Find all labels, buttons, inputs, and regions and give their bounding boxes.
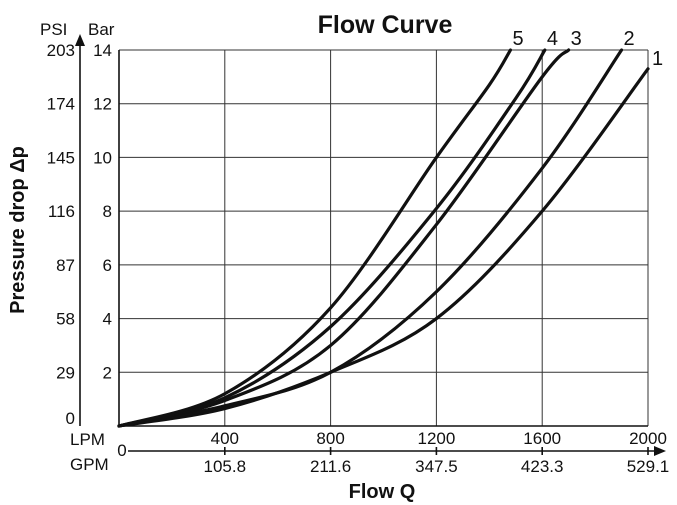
x-tick-lpm-5: 2000 xyxy=(629,429,667,448)
series-labels: 12 34 5 xyxy=(512,28,663,70)
x-tick-lpm-2: 800 xyxy=(316,429,344,448)
x-tick-lpm-1: 400 xyxy=(211,429,239,448)
y-unit-bar: Bar xyxy=(88,20,115,39)
series-line-5 xyxy=(117,48,513,428)
x-tick-labels: 0 400 105.8 800 211.6 1200 347.5 1600 423.3 2000 5… xyxy=(117,429,669,476)
series-label-5: 5 xyxy=(512,28,523,50)
series-label-3: 3 xyxy=(571,28,582,50)
y-tick-psi-2: 58 xyxy=(56,310,75,329)
y-tick-psi-4: 116 xyxy=(48,202,75,221)
chart-title: Flow Curve xyxy=(318,11,453,39)
series-line-2 xyxy=(117,48,624,428)
y-tick-bar-2: 4 xyxy=(103,310,112,329)
x-tick-gpm-1: 105.8 xyxy=(204,457,247,476)
y-tick-bar-6: 12 xyxy=(93,95,112,114)
y-tick-labels: 0 2 29 4 58 6 87 8 116 10 145 12 174 14 203 xyxy=(47,41,112,428)
x-tick-gpm-0: 0 xyxy=(117,441,126,460)
x-tick-gpm-3: 347.5 xyxy=(415,457,458,476)
y-tick-psi-3: 87 xyxy=(56,256,75,275)
series-label-2: 2 xyxy=(624,28,635,50)
axes xyxy=(75,34,666,456)
y-tick-bar-1: 2 xyxy=(103,363,112,382)
x-axis-title: Flow Q xyxy=(349,481,416,503)
y-tick-psi-5: 145 xyxy=(47,148,75,167)
gpm-axis-arrow xyxy=(654,446,666,456)
grid xyxy=(119,49,649,426)
series-line-3 xyxy=(117,48,571,428)
y-tick-bar-5: 10 xyxy=(93,148,112,167)
y-axis-arrow xyxy=(75,34,85,46)
series-label-1: 1 xyxy=(652,48,663,70)
x-unit-gpm: GPM xyxy=(70,455,109,474)
series-line-4 xyxy=(117,48,547,428)
y-unit-psi: PSI xyxy=(40,20,67,39)
y-axis-title: Pressure drop Δp xyxy=(7,146,29,314)
y-tick-psi-6: 174 xyxy=(47,95,75,114)
x-tick-gpm-5: 529.1 xyxy=(627,457,670,476)
x-unit-lpm: LPM xyxy=(70,430,105,449)
x-tick-lpm-3: 1200 xyxy=(417,429,455,448)
x-tick-gpm-2: 211.6 xyxy=(310,457,351,476)
x-tick-lpm-4: 1600 xyxy=(523,429,561,448)
series-label-4: 4 xyxy=(547,28,558,50)
x-tick-gpm-4: 423.3 xyxy=(521,457,564,476)
y-tick-bar-7: 14 xyxy=(93,41,112,60)
y-tick-psi-7: 203 xyxy=(47,41,75,60)
series-line-1 xyxy=(117,67,650,428)
y-tick-psi-1: 29 xyxy=(56,363,75,382)
y-tick-psi-0: 0 xyxy=(66,409,75,428)
curves xyxy=(117,48,650,428)
y-tick-bar-3: 6 xyxy=(103,256,112,275)
y-tick-bar-4: 8 xyxy=(103,202,112,221)
